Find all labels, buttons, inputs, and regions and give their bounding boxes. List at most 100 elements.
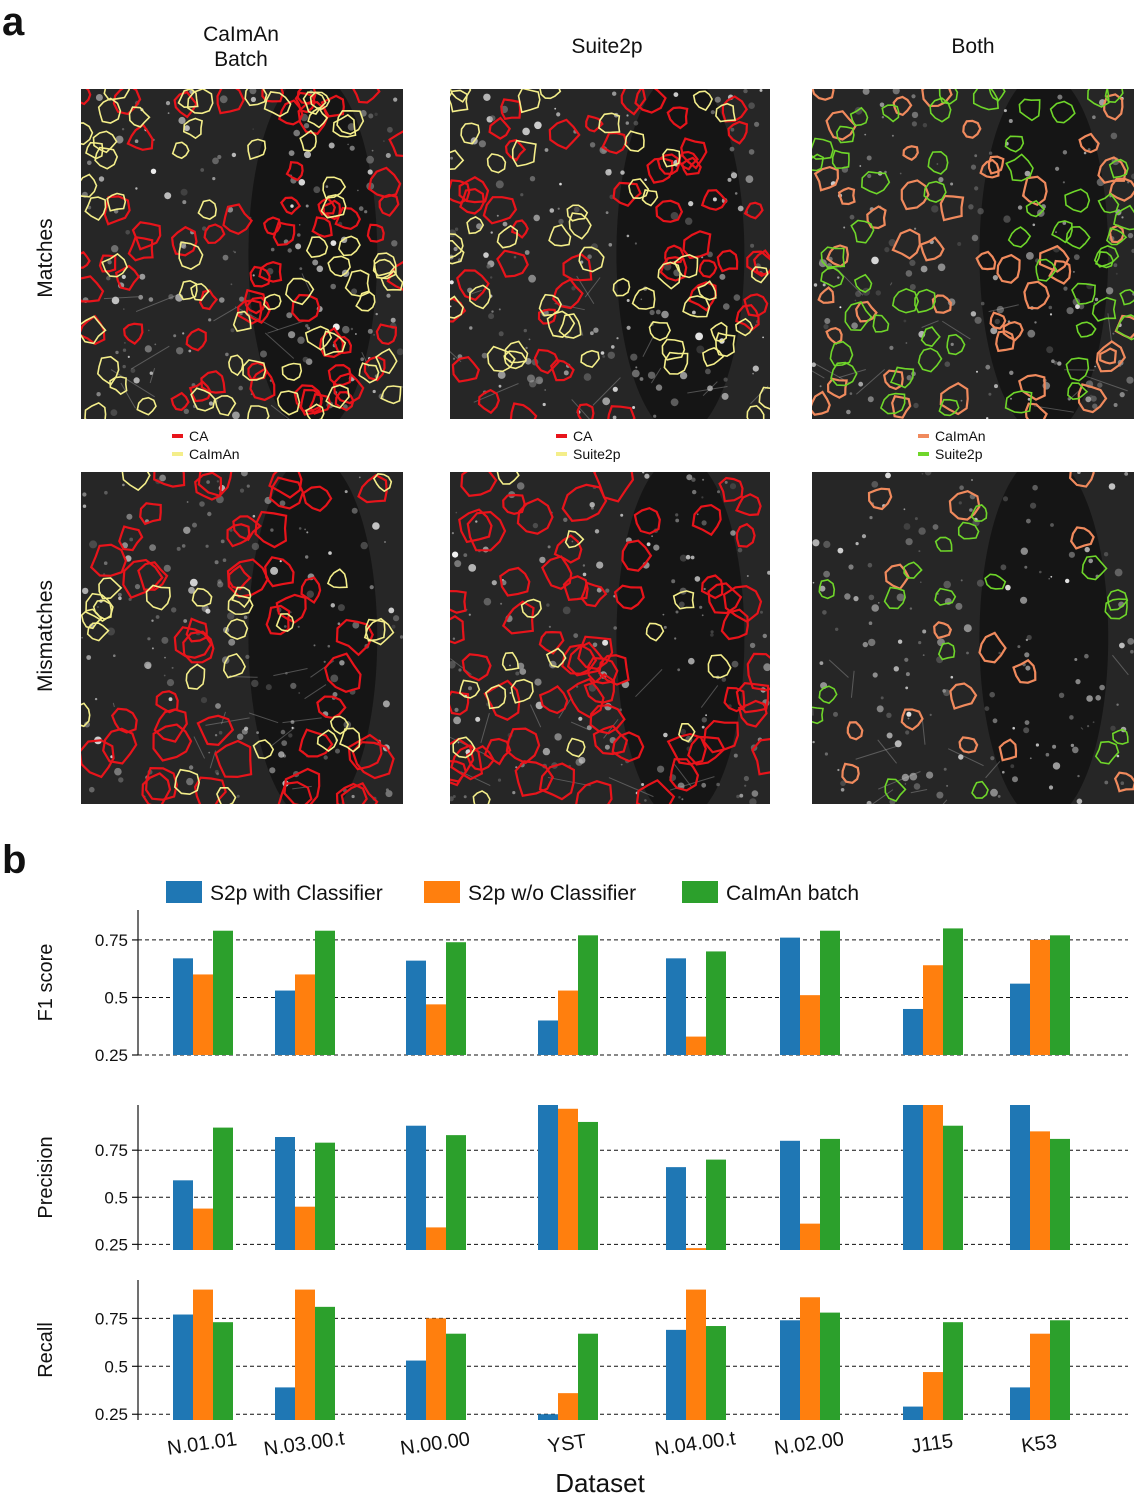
y-tick-label: 0.75	[95, 1141, 128, 1160]
bar	[275, 1387, 295, 1420]
bar	[1010, 1387, 1030, 1420]
image-caiman-mismatches	[81, 472, 403, 804]
bar	[426, 1004, 446, 1055]
column-title-suite2p: Suite2p	[571, 35, 643, 58]
bar	[275, 1137, 295, 1250]
bar	[538, 1105, 558, 1250]
bar	[173, 958, 193, 1055]
x-tick-label: YST	[546, 1430, 588, 1457]
bar	[426, 1227, 446, 1250]
bar	[295, 1206, 315, 1250]
bar	[943, 1125, 963, 1250]
bar	[578, 1121, 598, 1250]
legend-swatch	[918, 434, 929, 438]
bar	[558, 1393, 578, 1420]
legend-label: Suite2p	[573, 446, 621, 462]
bar	[706, 1159, 726, 1250]
image-both-matches	[812, 89, 1134, 419]
legend-label: S2p w/o Classifier	[468, 882, 636, 905]
legend-swatch	[918, 452, 929, 456]
x-tick-label: N.04.00.t	[653, 1427, 737, 1460]
bar	[578, 935, 598, 1055]
y-tick-label: 0.5	[104, 1188, 128, 1207]
bar	[315, 1306, 335, 1420]
bar	[193, 1289, 213, 1420]
bar	[426, 1318, 446, 1420]
legend-label: CaImAn	[189, 446, 240, 462]
legend-swatch	[556, 452, 567, 456]
bar	[686, 1036, 706, 1055]
y-tick-label: 0.75	[95, 1309, 128, 1328]
bar	[275, 990, 295, 1055]
column-title-caiman-batch: CaImAn Batch	[203, 23, 279, 72]
legend-both: CaImAn Suite2p	[918, 427, 986, 463]
bar	[295, 974, 315, 1055]
bar	[213, 930, 233, 1055]
legend-label: CaImAn	[935, 428, 986, 444]
bar	[1030, 939, 1050, 1055]
bar	[780, 1320, 800, 1420]
x-axis-label: Dataset	[555, 1468, 645, 1498]
legend-swatch	[682, 881, 718, 903]
bar	[1030, 1333, 1050, 1420]
legend-label: CaImAn batch	[726, 882, 859, 905]
bar	[706, 1326, 726, 1420]
column-title-both: Both	[951, 35, 995, 58]
bar	[780, 1140, 800, 1250]
bar	[686, 1289, 706, 1420]
x-tick-label: J115	[910, 1430, 955, 1458]
x-tick-label: N.00.00	[399, 1428, 471, 1460]
bar	[923, 1372, 943, 1420]
bar	[923, 965, 943, 1055]
bar	[538, 1414, 558, 1420]
bar	[406, 1125, 426, 1250]
bar	[578, 1333, 598, 1420]
bar	[193, 1208, 213, 1250]
y-axis-label: Precision	[35, 1136, 57, 1218]
bar-charts: S2p with Classifier S2p w/o Classifier CaI…	[35, 881, 1128, 1498]
bar	[446, 1333, 466, 1420]
bar	[315, 930, 335, 1055]
row-label-matches: Matches	[34, 218, 57, 298]
x-tick-label: N.03.00.t	[262, 1427, 346, 1460]
bar	[446, 942, 466, 1055]
y-tick-label: 0.25	[95, 1046, 128, 1065]
bar	[193, 974, 213, 1055]
y-axis-label: F1 score	[35, 944, 57, 1022]
bar	[295, 1289, 315, 1420]
x-tick-label: K53	[1020, 1431, 1058, 1458]
legend-swatch	[424, 881, 460, 903]
bar	[903, 1406, 923, 1420]
row-label-mismatches: Mismatches	[34, 579, 57, 693]
bar	[1050, 1138, 1070, 1250]
bar	[943, 928, 963, 1055]
bar	[923, 1105, 943, 1250]
bar	[406, 1360, 426, 1420]
legend-swatch	[166, 881, 202, 903]
bar	[820, 1138, 840, 1250]
legend-label: CA	[573, 428, 593, 444]
x-tick-label: N.01.01	[166, 1428, 238, 1460]
legend-swatch	[172, 452, 183, 456]
bar	[666, 958, 686, 1055]
legend-swatch	[172, 434, 183, 438]
legend-label: S2p with Classifier	[210, 882, 383, 905]
legend-caiman: CA CaImAn	[172, 427, 240, 463]
y-axis-label: Recall	[35, 1322, 57, 1378]
image-caiman-matches	[81, 89, 403, 419]
bar	[1010, 983, 1030, 1055]
bar	[943, 1322, 963, 1420]
bar	[666, 1329, 686, 1420]
bar	[406, 960, 426, 1055]
bar	[213, 1127, 233, 1250]
legend-label: Suite2p	[935, 446, 983, 462]
y-tick-label: 0.75	[95, 931, 128, 950]
image-suite2p-mismatches	[450, 472, 770, 804]
x-tick-label: N.02.00	[773, 1428, 845, 1460]
image-suite2p-matches	[450, 89, 770, 419]
bar	[706, 951, 726, 1055]
bar	[1010, 1105, 1030, 1250]
y-tick-label: 0.5	[104, 1357, 128, 1376]
legend-label: CA	[189, 428, 209, 444]
bar	[446, 1135, 466, 1250]
